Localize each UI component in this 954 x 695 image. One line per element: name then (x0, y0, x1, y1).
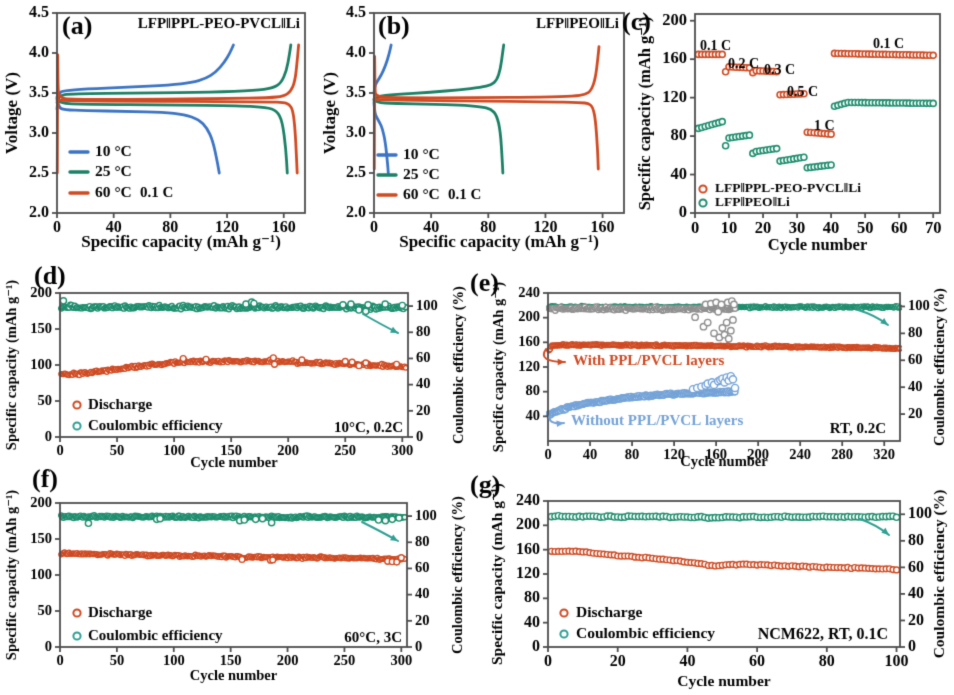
panel-b (322, 0, 642, 258)
panel-e (468, 258, 954, 470)
panel-c-chart (620, 0, 954, 258)
panel-d (0, 258, 478, 472)
panel-b-chart (322, 0, 642, 258)
panel-g-chart (468, 470, 954, 695)
panel-f-chart (0, 462, 478, 695)
panel-a-chart (0, 0, 322, 258)
panel-f (0, 462, 478, 695)
panel-e-chart (468, 258, 954, 470)
panel-a (0, 0, 322, 258)
panel-c (620, 0, 954, 258)
panel-g (468, 470, 954, 695)
panel-d-chart (0, 258, 478, 472)
